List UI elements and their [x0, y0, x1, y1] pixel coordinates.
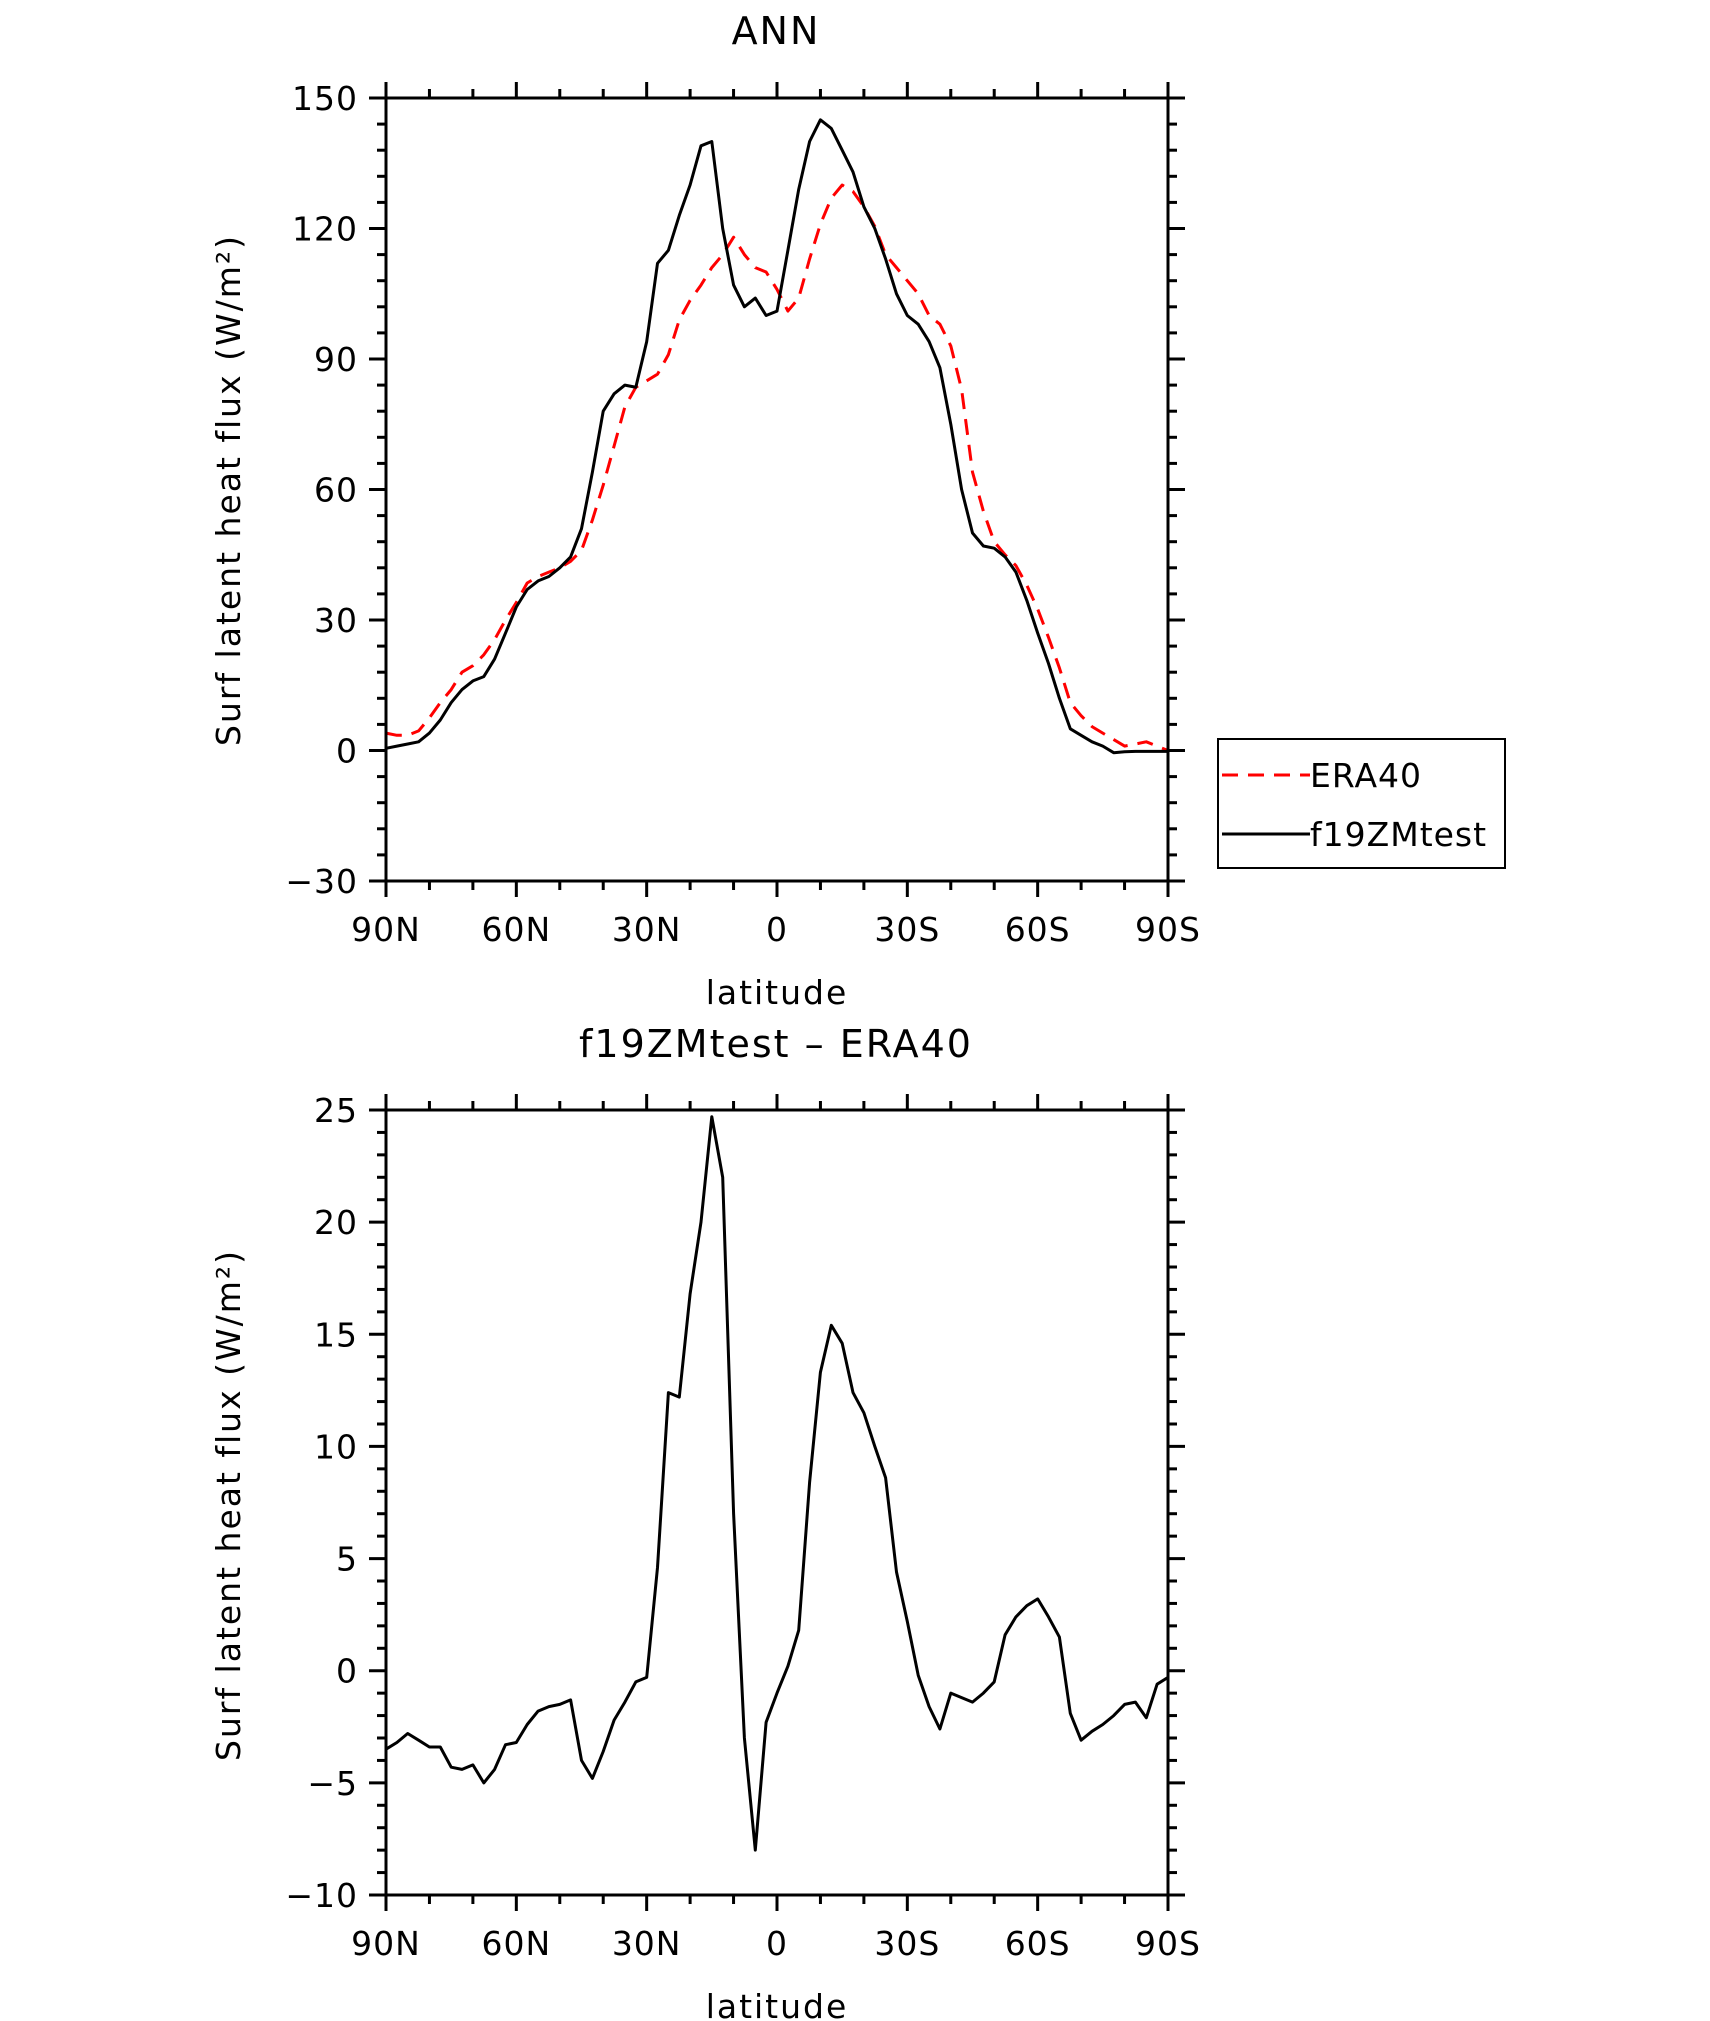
- legend: ERA40 f19ZMtest: [1217, 738, 1506, 869]
- y-tick-label: 0: [336, 1652, 358, 1691]
- x-tick-label: 60N: [481, 1924, 551, 1963]
- x-tick-label: 0: [766, 910, 788, 949]
- y-tick-label: 15: [314, 1315, 358, 1354]
- gridless-plot-area-top: 90N 60N 30N 0 30S 60S 90S 150 120 90 60 30 0 −30: [285, 79, 1201, 949]
- legend-label-era40: ERA40: [1310, 756, 1422, 795]
- x-axis-label-top: latitude: [706, 973, 849, 1012]
- legend-box: [1217, 738, 1506, 869]
- y-tick-label: 5: [336, 1540, 358, 1579]
- plot-frame-bottom: [384, 1108, 1170, 1897]
- y-tick-label: 120: [292, 210, 358, 249]
- x-axis-label-bottom: latitude: [706, 1987, 849, 2021]
- y-tick-label: 60: [314, 471, 358, 510]
- x-tick-label: 90S: [1135, 1924, 1201, 1963]
- y-tick-label: 10: [314, 1427, 358, 1466]
- panel-bottom: f19ZMtest – ERA40 90N 60N 30N 0 30S 60S 90S 25 2…: [209, 1022, 1201, 2021]
- y-tick-label: −10: [285, 1876, 358, 1915]
- x-tick-label: 0: [766, 1924, 788, 1963]
- series-line-difference: [385, 1115, 1169, 1852]
- x-tick-label: 90S: [1135, 910, 1201, 949]
- x-tick-label: 30N: [612, 910, 682, 949]
- x-tick-label: 30N: [612, 1924, 682, 1963]
- x-tick-label: 30S: [874, 910, 940, 949]
- y-tick-label: 30: [314, 601, 358, 640]
- y-tick-label: 25: [314, 1091, 358, 1130]
- gridless-plot-area-bottom: 90N 60N 30N 0 30S 60S 90S 25 20 15 10 5 0 −5 −10: [285, 1091, 1201, 1963]
- x-tick-label: 60N: [481, 910, 551, 949]
- y-tick-label: −30: [285, 862, 358, 901]
- panel-top: ANN 90N 60N 30N 0 30S 60S 90S1501209060300−30 …: [209, 9, 1506, 1012]
- series-line-f19zmtest: [385, 118, 1168, 755]
- y-tick-label: 150: [292, 79, 358, 118]
- x-tick-label: 60S: [1005, 910, 1071, 949]
- chart-title-bottom: f19ZMtest – ERA40: [579, 1022, 973, 1066]
- x-tick-label: 90N: [351, 910, 421, 949]
- y-axis-label-bottom: Surf latent heat flux (W/m²): [209, 1249, 248, 1761]
- y-tick-label: 20: [314, 1203, 358, 1242]
- legend-label-f19zmtest: f19ZMtest: [1310, 815, 1487, 854]
- plot-frame-top: [384, 96, 1170, 883]
- series-line-era40: [385, 183, 1169, 752]
- x-tick-label: 60S: [1005, 1924, 1071, 1963]
- y-tick-label: 0: [336, 732, 358, 771]
- y-tick-label: 90: [314, 340, 358, 379]
- y-axis-label-top: Surf latent heat flux (W/m²): [209, 234, 248, 746]
- x-tick-label: 90N: [351, 1924, 421, 1963]
- chart-title-top: ANN: [732, 9, 821, 53]
- x-tick-label: 30S: [874, 1924, 940, 1963]
- y-tick-label: −5: [307, 1764, 358, 1803]
